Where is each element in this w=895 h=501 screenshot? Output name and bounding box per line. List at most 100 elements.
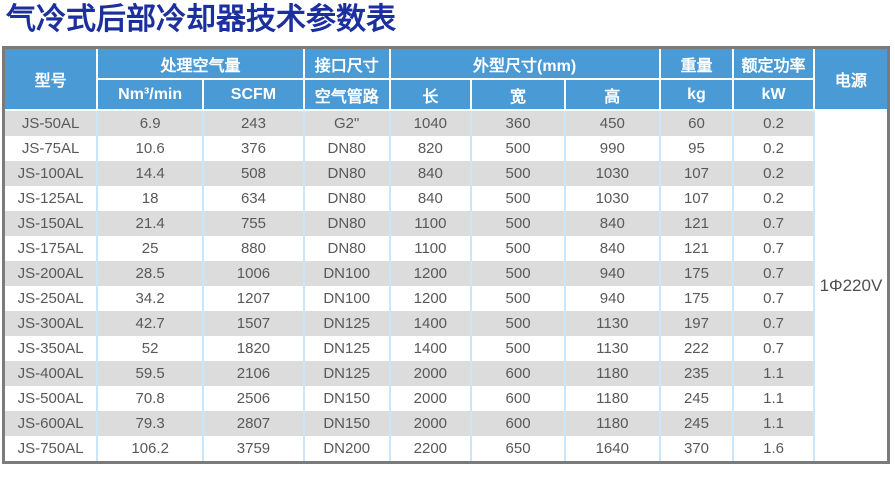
cell-air-pipe: DN80	[302, 236, 390, 261]
cell-model: JS-150AL	[3, 211, 98, 236]
cell-air-pipe: DN150	[302, 411, 390, 436]
cell-width: 500	[470, 186, 565, 211]
cell-width: 500	[470, 236, 565, 261]
cell-air-pipe: G2"	[302, 110, 390, 136]
cell-width: 500	[470, 286, 565, 311]
cell-length: 1400	[388, 336, 472, 361]
cell-scfm: 2106	[202, 361, 304, 386]
cell-power-kw: 0.7	[732, 261, 814, 286]
cell-weight: 222	[658, 336, 734, 361]
cell-width: 500	[470, 161, 565, 186]
cell-power-kw: 1.1	[732, 411, 814, 436]
table-row: JS-175AL 25 880 DN80 1100 500 840 121 0.7	[4, 236, 889, 261]
cell-height: 840	[563, 211, 660, 236]
cell-width: 500	[470, 261, 565, 286]
cell-weight: 175	[658, 261, 734, 286]
cell-nm3min: 52	[96, 336, 204, 361]
cell-scfm: 1820	[202, 336, 304, 361]
cell-air-pipe: DN125	[302, 311, 390, 336]
cell-model: JS-400AL	[3, 361, 98, 386]
cell-scfm: 755	[202, 211, 304, 236]
cell-width: 600	[470, 386, 565, 411]
cell-scfm: 508	[202, 161, 304, 186]
cell-width: 500	[470, 136, 565, 161]
cell-weight: 60	[658, 110, 734, 136]
cell-width: 360	[470, 110, 565, 136]
cell-weight: 121	[658, 236, 734, 261]
header-dimensions: 外型尺寸(mm)	[388, 46, 661, 80]
cell-weight: 370	[658, 436, 734, 463]
cell-height: 1180	[563, 411, 660, 436]
header-width: 宽	[470, 78, 566, 111]
cell-height: 940	[563, 261, 660, 286]
header-height: 高	[563, 78, 661, 111]
cell-air-pipe: DN80	[302, 186, 390, 211]
cell-weight: 197	[658, 311, 734, 336]
cell-weight: 235	[658, 361, 734, 386]
cell-nm3min: 6.9	[96, 110, 204, 136]
cell-length: 2000	[388, 411, 472, 436]
cell-air-pipe: DN80	[302, 136, 390, 161]
cell-weight: 107	[658, 186, 734, 211]
table-row: JS-500AL 70.8 2506 DN150 2000 600 1180 245 1.1	[4, 386, 889, 411]
cell-nm3min: 28.5	[96, 261, 204, 286]
cell-power-kw: 0.7	[732, 211, 814, 236]
table-body: JS-50AL 6.9 243 G2" 1040 360 450 60 0.2 1Φ220V JS-…	[3, 110, 889, 463]
table-row: JS-400AL 59.5 2106 DN125 2000 600 1180 235 1.1	[3, 361, 889, 386]
cell-height: 450	[563, 110, 660, 136]
spec-table: 型号 处理空气量 接口尺寸 外型尺寸(mm) 重量 额定功率 电源 Nm³/mi…	[2, 46, 890, 464]
header-air-flow: 处理空气量	[96, 46, 305, 80]
table-row: JS-250AL 34.2 1207 DN100 1200 500 940 175 0.7	[4, 286, 889, 311]
cell-height: 1640	[563, 436, 660, 463]
cell-height: 1030	[563, 186, 660, 211]
cell-length: 1200	[388, 261, 472, 286]
header-length: 长	[388, 78, 473, 111]
cell-width: 650	[470, 436, 565, 463]
table-row: JS-200AL 28.5 1006 DN100 1200 500 940 175 0.7	[3, 261, 889, 286]
cell-power-kw: 1.1	[732, 386, 814, 411]
cell-scfm: 376	[202, 136, 304, 161]
header-scfm: SCFM	[202, 78, 305, 111]
cell-width: 600	[470, 361, 565, 386]
cell-nm3min: 70.8	[96, 386, 204, 411]
header-power-supply: 电源	[812, 46, 890, 111]
cell-length: 2200	[388, 436, 472, 463]
cell-length: 2000	[388, 361, 472, 386]
cell-height: 1180	[563, 361, 660, 386]
header-connection: 接口尺寸	[302, 46, 391, 80]
cell-air-pipe: DN100	[302, 261, 390, 286]
cell-model: JS-250AL	[17, 290, 84, 307]
cell-air-pipe: DN125	[302, 336, 390, 361]
cell-air-pipe: DN100	[302, 286, 390, 311]
cell-nm3min: 79.3	[96, 411, 204, 436]
cell-model: JS-100AL	[3, 161, 98, 186]
cell-model: JS-300AL	[3, 311, 98, 336]
cell-weight: 121	[658, 211, 734, 236]
cell-nm3min: 42.7	[96, 311, 204, 336]
cell-length: 840	[388, 161, 472, 186]
table-header: 型号 处理空气量 接口尺寸 外型尺寸(mm) 重量 额定功率 电源 Nm³/mi…	[2, 46, 890, 111]
cell-height: 1130	[563, 336, 660, 361]
cell-model: JS-50AL	[3, 110, 98, 136]
cell-power-kw: 0.2	[732, 161, 814, 186]
cell-length: 2000	[388, 386, 472, 411]
cell-scfm: 243	[202, 110, 304, 136]
header-power-rating: 额定功率	[732, 46, 815, 80]
cell-model: JS-600AL	[3, 411, 98, 436]
cell-height: 990	[563, 136, 660, 161]
page-title: 气冷式后部冷却器技术参数表	[6, 3, 396, 36]
cell-scfm: 2506	[202, 386, 304, 411]
cell-width: 500	[470, 336, 565, 361]
cell-scfm: 2807	[202, 411, 304, 436]
cell-length: 1200	[388, 286, 472, 311]
table-row: JS-125AL 18 634 DN80 840 500 1030 107 0.2	[4, 186, 889, 211]
header-weight: 重量	[658, 46, 735, 80]
cell-length: 1400	[388, 311, 472, 336]
cell-width: 600	[470, 411, 565, 436]
cell-nm3min: 34.2	[96, 286, 204, 311]
cell-power-kw: 0.7	[732, 286, 814, 311]
cell-length: 820	[388, 136, 472, 161]
cell-scfm: 1507	[202, 311, 304, 336]
cell-scfm: 634	[202, 186, 304, 211]
cell-height: 940	[563, 286, 660, 311]
